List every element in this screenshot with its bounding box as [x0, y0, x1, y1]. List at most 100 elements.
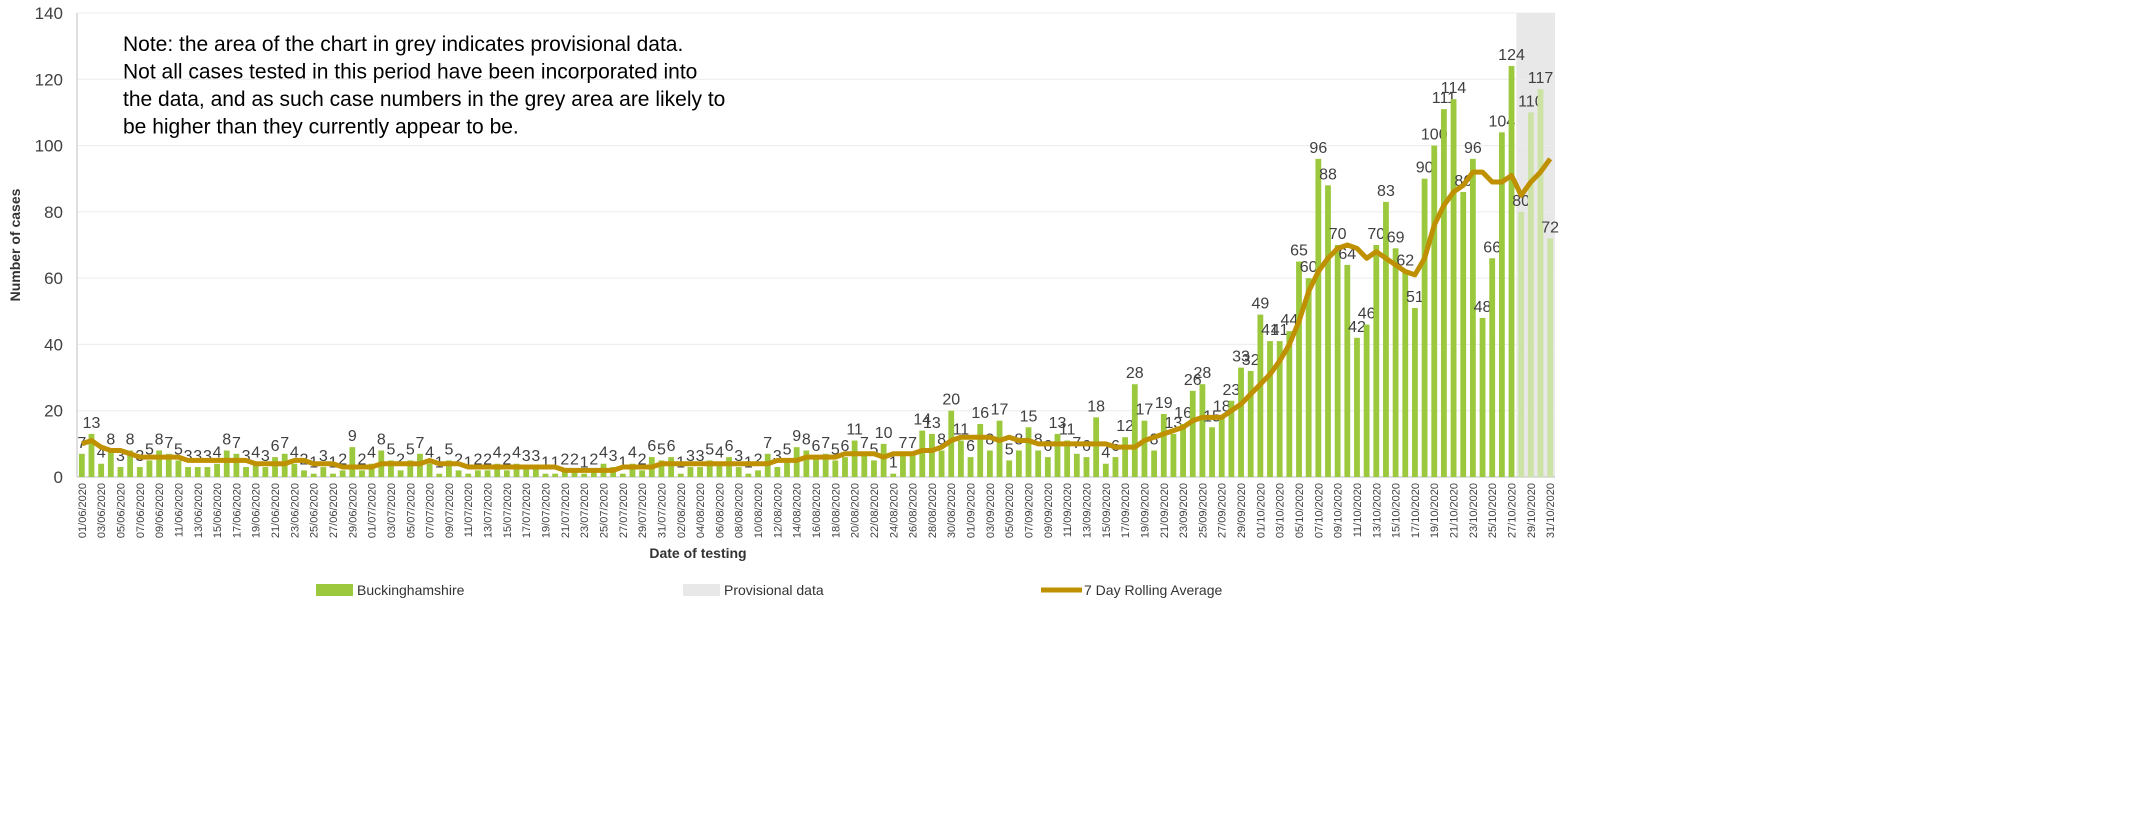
x-tick-label: 15/09/2020: [1101, 483, 1113, 538]
x-tick-label: 01/10/2020: [1255, 483, 1267, 538]
bar: [1015, 450, 1022, 477]
bar: [1209, 427, 1215, 477]
bar: [1431, 145, 1438, 478]
bar: [919, 430, 926, 477]
data-label: 60: [1300, 259, 1318, 276]
x-tick-label: 07/07/2020: [425, 483, 437, 538]
x-tick-label: 03/07/2020: [386, 483, 398, 538]
bar: [1054, 433, 1061, 477]
bar: [1151, 450, 1158, 477]
bar: [1247, 370, 1254, 477]
data-label: 3: [734, 448, 743, 465]
bar: [252, 463, 259, 477]
bar: [1344, 264, 1351, 477]
data-label: 62: [1396, 253, 1414, 270]
bar: [977, 423, 984, 477]
bar: [465, 473, 472, 477]
bar: [532, 467, 539, 477]
bar: [165, 453, 172, 477]
bar: [1305, 278, 1312, 477]
bar: [136, 467, 143, 477]
y-tick-label: 100: [35, 137, 63, 156]
x-tick-label: 23/06/2020: [289, 483, 301, 538]
bar: [223, 450, 230, 477]
x-tick-label: 19/07/2020: [541, 483, 553, 538]
data-label: 8: [937, 431, 946, 448]
data-label: 111: [1432, 90, 1456, 107]
bar: [194, 467, 201, 477]
x-tick-label: 29/10/2020: [1526, 483, 1538, 538]
x-tick-label: 20/08/2020: [850, 483, 862, 538]
data-label: 117: [1528, 70, 1554, 87]
data-label: 2: [570, 451, 579, 468]
bar: [687, 467, 694, 477]
data-label: 5: [406, 441, 415, 458]
data-label: 3: [696, 448, 705, 465]
bar: [474, 470, 481, 477]
x-tick-label: 05/10/2020: [1294, 483, 1306, 538]
data-label: 124: [1498, 47, 1525, 64]
bar: [1073, 453, 1080, 477]
data-label: 3: [609, 448, 618, 465]
bar: [1160, 414, 1167, 477]
bar: [1006, 460, 1013, 477]
y-axis-title: Number of cases: [7, 188, 23, 301]
x-tick-label: 27/09/2020: [1217, 483, 1229, 538]
x-tick-label: 03/10/2020: [1275, 483, 1287, 538]
data-label: 1: [580, 455, 589, 472]
bar: [813, 457, 819, 477]
x-tick-label: 09/09/2020: [1043, 483, 1055, 538]
bar: [1044, 457, 1051, 477]
x-tick-label: 30/08/2020: [946, 483, 958, 538]
x-tick-label: 31/07/2020: [656, 483, 668, 538]
data-label: 11: [1059, 422, 1076, 439]
data-label: 72: [1541, 219, 1559, 236]
bar: [388, 460, 394, 477]
x-tick-label: 24/08/2020: [888, 483, 900, 538]
x-tick-label: 13/10/2020: [1371, 483, 1383, 538]
bar: [1392, 248, 1399, 477]
data-label: 7: [860, 435, 869, 452]
bar: [1238, 367, 1244, 477]
x-tick-label: 25/09/2020: [1197, 483, 1209, 538]
data-label: 104: [1489, 113, 1516, 130]
x-tick-label: 27/10/2020: [1507, 483, 1519, 538]
bar: [1102, 463, 1109, 477]
data-label: 3: [261, 448, 270, 465]
bar: [494, 463, 501, 477]
bar: [996, 420, 1003, 477]
bar: [784, 460, 790, 477]
bar: [677, 473, 684, 477]
bar: [1276, 341, 1283, 477]
x-tick-label: 15/06/2020: [212, 483, 224, 538]
bar: [735, 467, 742, 477]
bar: [446, 460, 452, 477]
x-tick-label: 21/09/2020: [1159, 483, 1171, 538]
y-tick-label: 140: [35, 4, 63, 23]
bar: [339, 470, 346, 477]
y-tick-label: 0: [54, 468, 63, 487]
x-tick-label: 03/06/2020: [96, 483, 108, 538]
bar: [1547, 238, 1554, 477]
x-tick-label: 07/10/2020: [1313, 483, 1325, 538]
x-tick-label: 28/08/2020: [927, 483, 939, 538]
data-label: 2: [502, 451, 511, 468]
bar: [243, 467, 249, 477]
data-label: 18: [1087, 398, 1105, 415]
bar: [1527, 112, 1534, 477]
x-tick-label: 03/09/2020: [985, 483, 997, 538]
bar: [272, 457, 278, 477]
x-tick-label: 05/06/2020: [115, 483, 127, 538]
bar: [1412, 307, 1418, 477]
bar: [1296, 261, 1302, 477]
bar: [146, 460, 153, 477]
data-label: 6: [1043, 438, 1052, 455]
bar: [1064, 440, 1071, 477]
bar: [397, 470, 404, 477]
data-label: 96: [1309, 140, 1327, 157]
x-tick-label: 19/10/2020: [1429, 483, 1441, 538]
bar: [716, 463, 723, 477]
x-tick-label: 01/06/2020: [77, 483, 89, 538]
bar: [900, 453, 906, 477]
